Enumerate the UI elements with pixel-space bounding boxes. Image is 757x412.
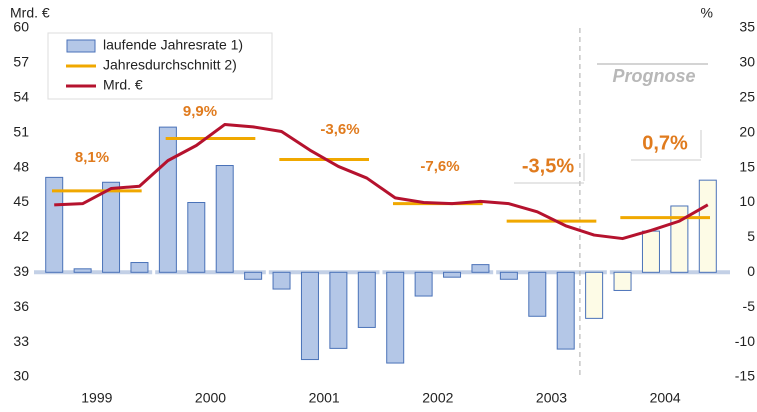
x-group-label: 1999 xyxy=(81,390,112,406)
bar xyxy=(45,176,64,273)
annotation: 9,9% xyxy=(183,103,217,120)
bar xyxy=(528,271,547,317)
y2-tick-label: 35 xyxy=(739,19,755,35)
y2-axis-label: % xyxy=(701,5,713,21)
bar xyxy=(556,271,575,350)
legend-label: Mrd. € xyxy=(103,77,143,93)
bar xyxy=(613,271,632,291)
bar xyxy=(130,262,149,273)
bar xyxy=(215,165,234,273)
y2-tick-label: 15 xyxy=(739,158,755,174)
forecast-label: Prognose xyxy=(612,66,695,86)
y2-tick-label: 0 xyxy=(747,263,755,279)
y2-tick-label: 10 xyxy=(739,193,755,209)
bar xyxy=(414,271,433,297)
bar xyxy=(272,271,291,290)
bar xyxy=(300,271,319,361)
y2-tick-label: 5 xyxy=(747,228,755,244)
bar xyxy=(641,230,660,273)
annotation: 0,7% xyxy=(642,132,688,154)
y-tick-label: 36 xyxy=(13,298,29,314)
y2-tick-label: 25 xyxy=(739,89,755,105)
bar xyxy=(670,205,689,273)
bar xyxy=(698,179,717,273)
y-tick-label: 48 xyxy=(13,158,29,174)
annotation: -7,6% xyxy=(420,158,459,175)
x-group-label: 2002 xyxy=(422,390,453,406)
annotation-frame xyxy=(631,130,702,161)
bar xyxy=(102,181,121,273)
y-axis-label: Mrd. € xyxy=(10,5,50,21)
x-group-label: 2003 xyxy=(536,390,567,406)
y-tick-label: 42 xyxy=(13,228,29,244)
y2-tick-label: 30 xyxy=(739,54,755,70)
bar xyxy=(386,271,405,364)
bar xyxy=(499,271,518,280)
y2-tick-label: -5 xyxy=(743,298,756,314)
y-tick-label: 33 xyxy=(13,333,29,349)
legend-swatch xyxy=(66,39,96,53)
y-tick-label: 45 xyxy=(13,193,29,209)
line xyxy=(54,123,709,241)
y-tick-label: 30 xyxy=(13,368,29,384)
bar xyxy=(73,268,92,273)
y-tick-label: 39 xyxy=(13,263,29,279)
y2-tick-label: -10 xyxy=(735,333,755,349)
bar xyxy=(471,264,490,273)
y2-tick-label: 20 xyxy=(739,123,755,139)
bar xyxy=(357,271,376,328)
x-group-label: 2004 xyxy=(650,390,681,406)
y-tick-label: 54 xyxy=(13,89,29,105)
bar xyxy=(585,271,604,319)
bar xyxy=(244,271,263,280)
x-group-label: 2001 xyxy=(309,390,340,406)
annotation: -3,6% xyxy=(320,121,359,138)
y-tick-label: 60 xyxy=(13,19,29,35)
x-group-label: 2000 xyxy=(195,390,226,406)
bar xyxy=(443,271,462,278)
y-tick-label: 57 xyxy=(13,54,29,70)
legend-label: laufende Jahresrate 1) xyxy=(103,37,243,53)
bar xyxy=(158,126,177,273)
annotation: 8,1% xyxy=(75,149,109,166)
annotation-frame xyxy=(514,153,585,184)
annotation: -3,5% xyxy=(522,155,574,177)
bar xyxy=(329,271,348,349)
bar xyxy=(187,202,206,273)
y-tick-label: 51 xyxy=(13,123,29,139)
legend-label: Jahresdurchschnitt 2) xyxy=(103,57,237,73)
y2-tick-label: -15 xyxy=(735,368,755,384)
legend: laufende Jahresrate 1) Jahresdurchschnitt… xyxy=(47,32,273,100)
